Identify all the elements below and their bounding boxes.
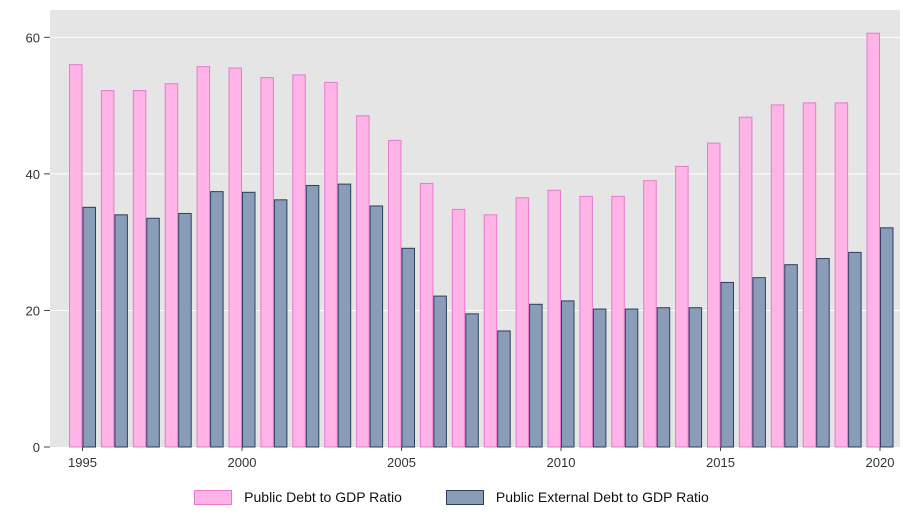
bar-public-external-debt bbox=[688, 307, 703, 448]
bar-public-external-debt bbox=[816, 258, 830, 448]
x-tick-label: 2015 bbox=[706, 455, 735, 470]
bar-public-debt bbox=[100, 90, 115, 448]
bar-public-external-debt bbox=[497, 330, 511, 448]
bar-public-debt bbox=[164, 83, 179, 448]
legend-swatch-public-debt bbox=[194, 489, 233, 505]
bar-public-debt bbox=[707, 142, 721, 448]
bar-public-debt bbox=[228, 67, 242, 448]
axes: 0 20 40 60 1995 2000 2005 2010 2015 2020 bbox=[26, 30, 895, 470]
bar-public-debt bbox=[738, 116, 753, 448]
bar-public-debt bbox=[675, 165, 689, 448]
bar-public-external-debt bbox=[880, 227, 894, 448]
bar-public-debt bbox=[515, 197, 530, 448]
legend-label-public-debt: Public Debt to GDP Ratio bbox=[244, 489, 402, 505]
bar-public-debt bbox=[324, 81, 338, 448]
bar-public-external-debt bbox=[210, 191, 224, 448]
y-tick-label: 40 bbox=[26, 167, 40, 182]
bar-public-external-debt bbox=[592, 308, 607, 448]
bar-public-debt bbox=[866, 32, 880, 448]
bar-public-external-debt bbox=[529, 303, 543, 448]
bar-public-debt bbox=[388, 139, 402, 448]
bar-public-external-debt bbox=[784, 264, 798, 448]
bar-public-external-debt bbox=[561, 300, 575, 448]
x-tick-label: 1995 bbox=[68, 455, 97, 470]
bar-public-debt bbox=[69, 64, 83, 448]
bars bbox=[69, 32, 894, 448]
y-tick-label: 0 bbox=[33, 440, 40, 455]
bar-public-debt bbox=[419, 182, 434, 448]
x-tick-label: 2000 bbox=[228, 455, 257, 470]
x-tick-label: 2010 bbox=[547, 455, 576, 470]
x-tick-label: 2005 bbox=[387, 455, 416, 470]
bar-public-debt bbox=[483, 214, 498, 448]
bar-public-debt bbox=[579, 195, 593, 448]
legend-item-public-debt[interactable]: Public Debt to GDP Ratio bbox=[194, 489, 402, 505]
y-tick-label: 60 bbox=[26, 30, 40, 45]
bar-public-external-debt bbox=[242, 191, 256, 448]
bar-public-debt bbox=[356, 115, 370, 448]
bar-public-external-debt bbox=[624, 308, 639, 448]
legend: Public Debt to GDP Ratio Public External… bbox=[0, 484, 903, 510]
bar-public-debt bbox=[451, 208, 466, 448]
legend-swatch-public-external-debt bbox=[445, 489, 484, 505]
bar-public-external-debt bbox=[369, 205, 384, 448]
bar-public-debt bbox=[196, 66, 211, 448]
bar-public-debt bbox=[770, 104, 785, 448]
bar-public-debt bbox=[834, 102, 849, 448]
bar-public-external-debt bbox=[433, 295, 447, 448]
bar-public-debt bbox=[260, 77, 274, 448]
bar-public-debt bbox=[643, 180, 657, 448]
bar-public-external-debt bbox=[305, 184, 320, 448]
bar-chart: 0 20 40 60 1995 2000 2005 2010 2015 2020 bbox=[26, 10, 900, 470]
bar-public-debt bbox=[611, 195, 625, 448]
bar-public-external-debt bbox=[178, 212, 192, 448]
bar-public-debt bbox=[132, 90, 147, 448]
bar-public-external-debt bbox=[720, 281, 734, 448]
bar-public-external-debt bbox=[752, 277, 766, 448]
bar-public-debt bbox=[547, 189, 561, 448]
bar-public-debt bbox=[292, 74, 306, 448]
bar-public-external-debt bbox=[273, 199, 288, 448]
bar-public-external-debt bbox=[114, 214, 128, 448]
x-tick-label: 2020 bbox=[866, 455, 895, 470]
bar-public-external-debt bbox=[848, 251, 862, 448]
bar-public-external-debt bbox=[82, 206, 96, 448]
bar-public-external-debt bbox=[146, 217, 160, 448]
bar-public-debt bbox=[802, 102, 817, 448]
bar-public-external-debt bbox=[656, 307, 671, 448]
bar-public-external-debt bbox=[465, 313, 479, 448]
y-tick-label: 20 bbox=[26, 303, 40, 318]
bar-public-external-debt bbox=[337, 183, 352, 448]
legend-label-public-external-debt: Public External Debt to GDP Ratio bbox=[495, 489, 709, 505]
legend-item-public-external-debt[interactable]: Public External Debt to GDP Ratio bbox=[445, 489, 709, 505]
bar-public-external-debt bbox=[401, 247, 415, 448]
